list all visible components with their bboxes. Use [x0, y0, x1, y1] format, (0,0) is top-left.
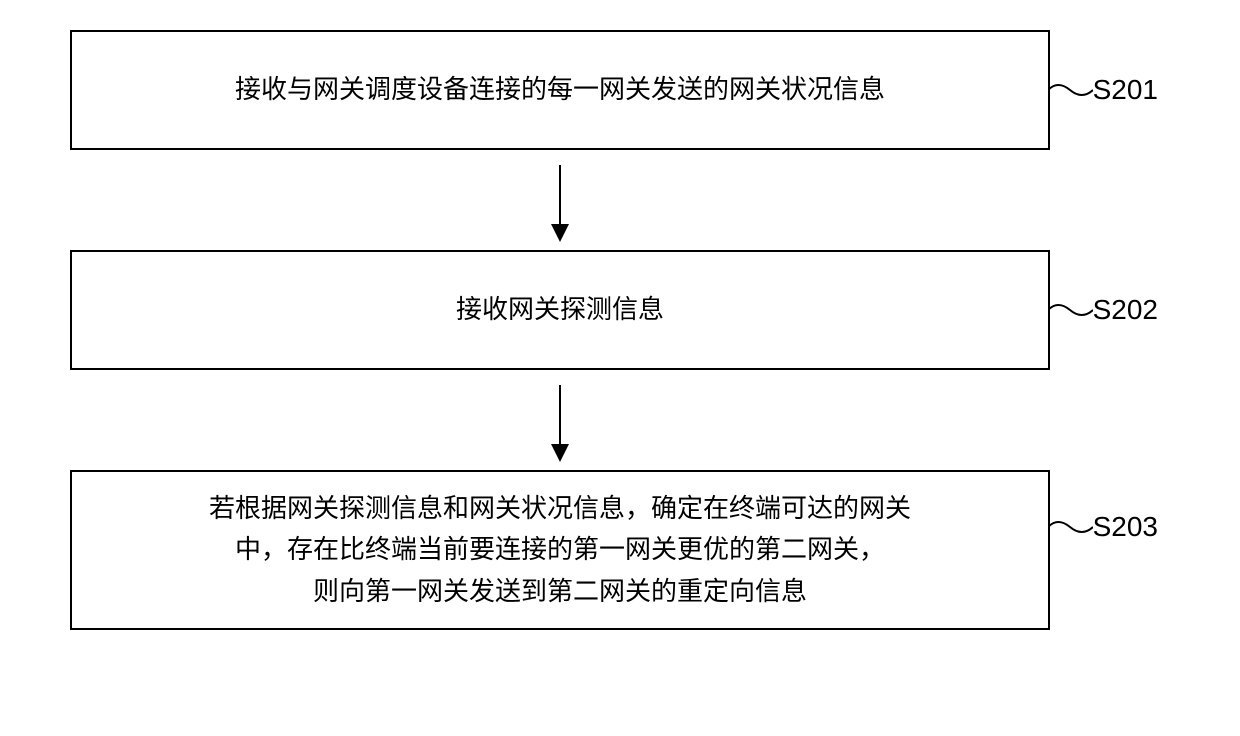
label-connector-s203: [1048, 512, 1093, 542]
arrow-s202-s203: [70, 370, 1050, 470]
label-connector-s202: [1048, 295, 1093, 325]
flowchart-node-s202: 接收网关探测信息 S202: [70, 250, 1050, 370]
arrow-head: [551, 224, 569, 242]
node-text-s203: 若根据网关探测信息和网关状况信息，确定在终端可达的网关 中，存在比终端当前要连接…: [209, 488, 911, 613]
label-connector-s201: [1048, 75, 1093, 105]
node-label-s202: S202: [1093, 294, 1158, 326]
node-label-s201: S201: [1093, 74, 1158, 106]
node-text-s201: 接收与网关调度设备连接的每一网关发送的网关状况信息: [235, 69, 885, 111]
node-text-s202: 接收网关探测信息: [456, 289, 664, 331]
node-label-s203: S203: [1093, 511, 1158, 543]
arrow-head: [551, 444, 569, 462]
arrow-s201-s202: [70, 150, 1050, 250]
flowchart-container: 接收与网关调度设备连接的每一网关发送的网关状况信息 S201 接收网关探测信息 …: [70, 30, 1170, 630]
flowchart-node-s203: 若根据网关探测信息和网关状况信息，确定在终端可达的网关 中，存在比终端当前要连接…: [70, 470, 1050, 630]
flowchart-node-s201: 接收与网关调度设备连接的每一网关发送的网关状况信息 S201: [70, 30, 1050, 150]
